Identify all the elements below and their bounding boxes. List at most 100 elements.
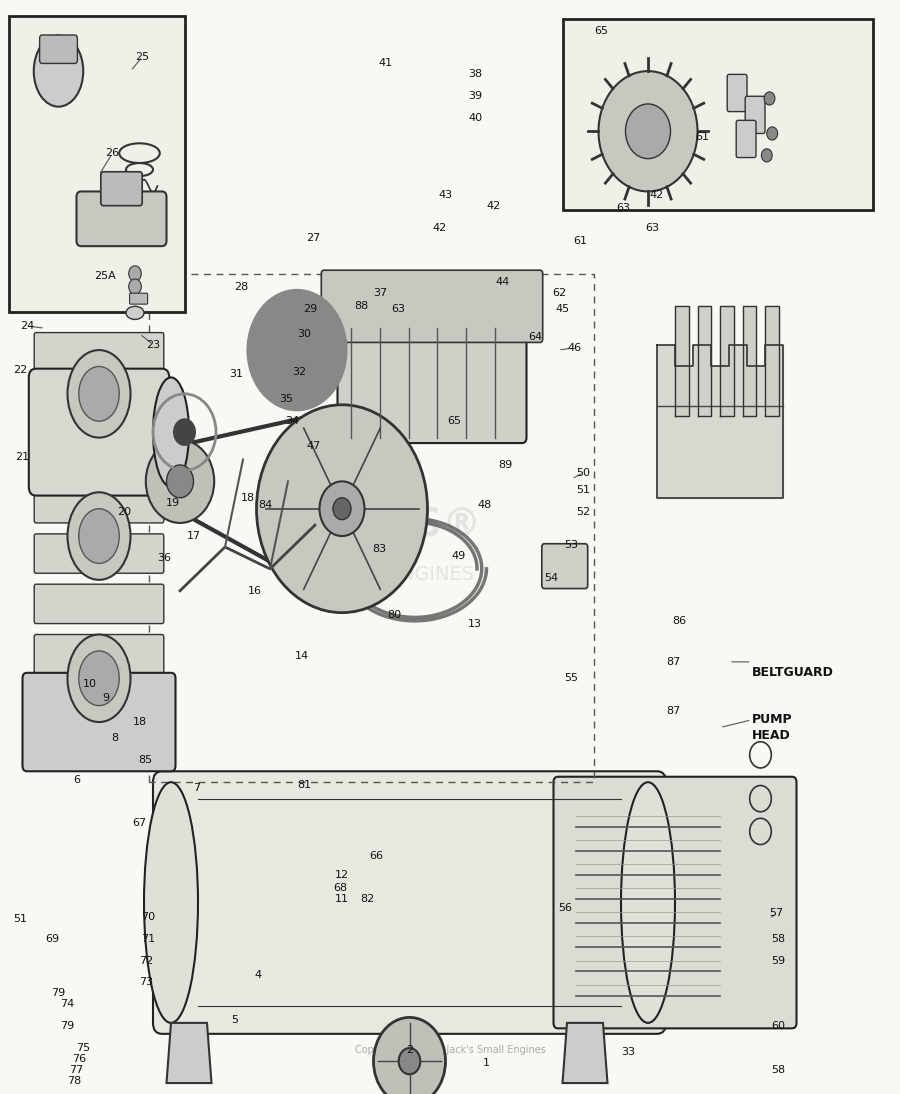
Text: 50: 50 (576, 467, 590, 478)
Text: 47: 47 (306, 441, 320, 452)
Text: 54: 54 (544, 572, 558, 583)
Text: 19: 19 (166, 498, 180, 509)
Circle shape (248, 290, 346, 410)
Circle shape (626, 104, 670, 159)
Text: Copyright © 2016 Jack's Small Engines: Copyright © 2016 Jack's Small Engines (355, 1045, 545, 1056)
Text: BELTGUARD: BELTGUARD (752, 666, 833, 679)
FancyBboxPatch shape (9, 16, 184, 312)
Text: 28: 28 (234, 281, 248, 292)
Text: 4: 4 (255, 969, 262, 980)
FancyBboxPatch shape (736, 120, 756, 158)
Text: 5: 5 (231, 1014, 239, 1025)
Text: 23: 23 (146, 339, 160, 350)
Text: 61: 61 (695, 131, 709, 142)
Text: 21: 21 (15, 452, 30, 463)
Text: 87: 87 (666, 656, 680, 667)
Text: PUMP
HEAD: PUMP HEAD (752, 713, 792, 742)
Text: 27: 27 (306, 233, 320, 244)
FancyBboxPatch shape (745, 96, 765, 133)
FancyBboxPatch shape (34, 333, 164, 372)
Text: 75: 75 (76, 1043, 90, 1054)
Text: 12: 12 (335, 870, 349, 881)
Text: 7: 7 (193, 782, 200, 793)
Text: 46: 46 (567, 342, 581, 353)
Text: 61: 61 (573, 235, 588, 246)
Text: 20: 20 (117, 507, 131, 517)
Text: 51: 51 (576, 485, 590, 496)
Text: 31: 31 (229, 369, 243, 380)
Text: 73: 73 (139, 977, 153, 988)
Polygon shape (720, 306, 733, 416)
Circle shape (146, 440, 214, 523)
Text: 51: 51 (13, 913, 27, 924)
Text: 49: 49 (452, 550, 466, 561)
Text: 88: 88 (355, 301, 369, 312)
Text: 42: 42 (650, 189, 664, 200)
Text: 22: 22 (13, 364, 27, 375)
FancyBboxPatch shape (34, 484, 164, 523)
Polygon shape (657, 345, 783, 498)
Text: 37: 37 (373, 288, 387, 299)
Text: 6: 6 (73, 775, 80, 785)
Ellipse shape (34, 35, 83, 106)
Text: 45: 45 (555, 303, 570, 314)
Text: 71: 71 (141, 933, 156, 944)
FancyBboxPatch shape (76, 191, 166, 246)
Text: 74: 74 (60, 999, 75, 1010)
Text: 76: 76 (72, 1054, 86, 1064)
Text: 72: 72 (139, 955, 153, 966)
FancyBboxPatch shape (542, 544, 588, 589)
Circle shape (256, 405, 428, 613)
Polygon shape (166, 1023, 212, 1083)
Text: 70: 70 (141, 911, 156, 922)
Text: 41: 41 (378, 58, 392, 69)
Text: 26: 26 (105, 148, 120, 159)
Text: 89: 89 (499, 459, 513, 470)
FancyBboxPatch shape (321, 270, 543, 342)
FancyBboxPatch shape (34, 534, 164, 573)
Polygon shape (765, 306, 778, 416)
Polygon shape (562, 1023, 608, 1083)
Text: 39: 39 (468, 91, 482, 102)
Text: 2: 2 (406, 1045, 413, 1056)
Text: 68: 68 (333, 883, 347, 894)
Text: 25: 25 (135, 51, 149, 62)
Text: 83: 83 (373, 544, 387, 555)
Text: 16: 16 (248, 585, 262, 596)
Text: 67: 67 (132, 817, 147, 828)
Text: 11: 11 (335, 894, 349, 905)
Text: 86: 86 (672, 616, 687, 627)
Text: 82: 82 (360, 894, 374, 905)
Text: 13: 13 (468, 618, 482, 629)
Ellipse shape (144, 782, 198, 1023)
Circle shape (767, 127, 778, 140)
FancyBboxPatch shape (34, 635, 164, 674)
Text: 36: 36 (157, 552, 171, 563)
Polygon shape (675, 306, 688, 416)
Polygon shape (742, 306, 756, 416)
Text: 56: 56 (558, 903, 572, 913)
Text: 1: 1 (482, 1058, 490, 1069)
FancyBboxPatch shape (727, 74, 747, 112)
Ellipse shape (79, 366, 119, 421)
Text: 40: 40 (468, 113, 482, 124)
Text: 53: 53 (564, 539, 579, 550)
Text: JACKS®: JACKS® (310, 507, 482, 544)
FancyBboxPatch shape (29, 369, 169, 496)
FancyBboxPatch shape (338, 323, 526, 443)
Text: 78: 78 (67, 1075, 81, 1086)
Text: 24: 24 (20, 321, 34, 331)
Ellipse shape (79, 651, 119, 706)
Text: 63: 63 (616, 202, 630, 213)
Text: 52: 52 (576, 507, 590, 517)
Text: 42: 42 (486, 200, 500, 211)
Circle shape (320, 481, 365, 536)
Text: 60: 60 (771, 1021, 786, 1032)
Text: 59: 59 (771, 955, 786, 966)
FancyBboxPatch shape (562, 19, 873, 210)
Text: 38: 38 (468, 69, 482, 80)
Text: 34: 34 (285, 416, 300, 427)
Text: 80: 80 (387, 609, 401, 620)
FancyBboxPatch shape (34, 685, 164, 724)
Text: 55: 55 (564, 673, 579, 684)
